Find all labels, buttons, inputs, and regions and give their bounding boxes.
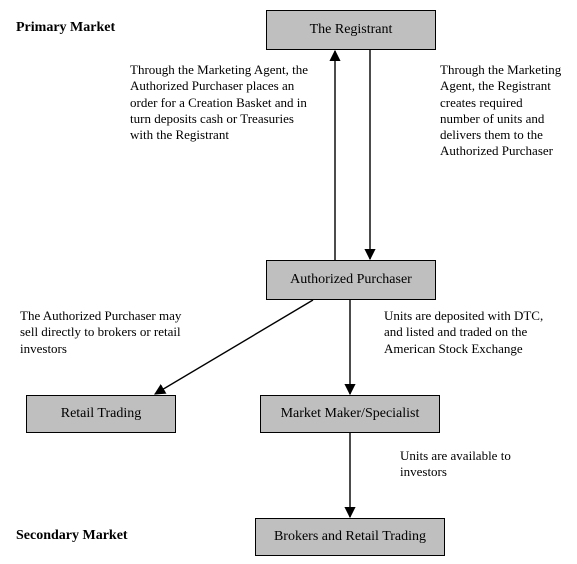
secondary-market-title: Secondary Market <box>16 528 128 544</box>
node-retail-trading: Retail Trading <box>26 395 176 433</box>
node-brokers-retail-label: Brokers and Retail Trading <box>274 529 426 546</box>
label-left-up: Through the Marketing Agent, the Authori… <box>130 62 310 143</box>
label-deposited: Units are deposited with DTC, and listed… <box>384 308 564 357</box>
primary-market-title: Primary Market <box>16 20 115 36</box>
diagram-container: { "diagram": { "type": "flowchart", "wid… <box>0 0 577 564</box>
label-auth-sell: The Authorized Purchaser may sell direct… <box>20 308 190 357</box>
node-brokers-retail: Brokers and Retail Trading <box>255 518 445 556</box>
node-retail-trading-label: Retail Trading <box>61 406 142 423</box>
label-available: Units are available to investors <box>400 448 560 481</box>
node-authorized-purchaser: Authorized Purchaser <box>266 260 436 300</box>
node-market-maker-label: Market Maker/Specialist <box>281 406 420 423</box>
node-registrant: The Registrant <box>266 10 436 50</box>
node-market-maker: Market Maker/Specialist <box>260 395 440 433</box>
node-authorized-purchaser-label: Authorized Purchaser <box>290 272 412 289</box>
label-right-down: Through the Marketing Agent, the Registr… <box>440 62 565 160</box>
node-registrant-label: The Registrant <box>310 22 393 39</box>
